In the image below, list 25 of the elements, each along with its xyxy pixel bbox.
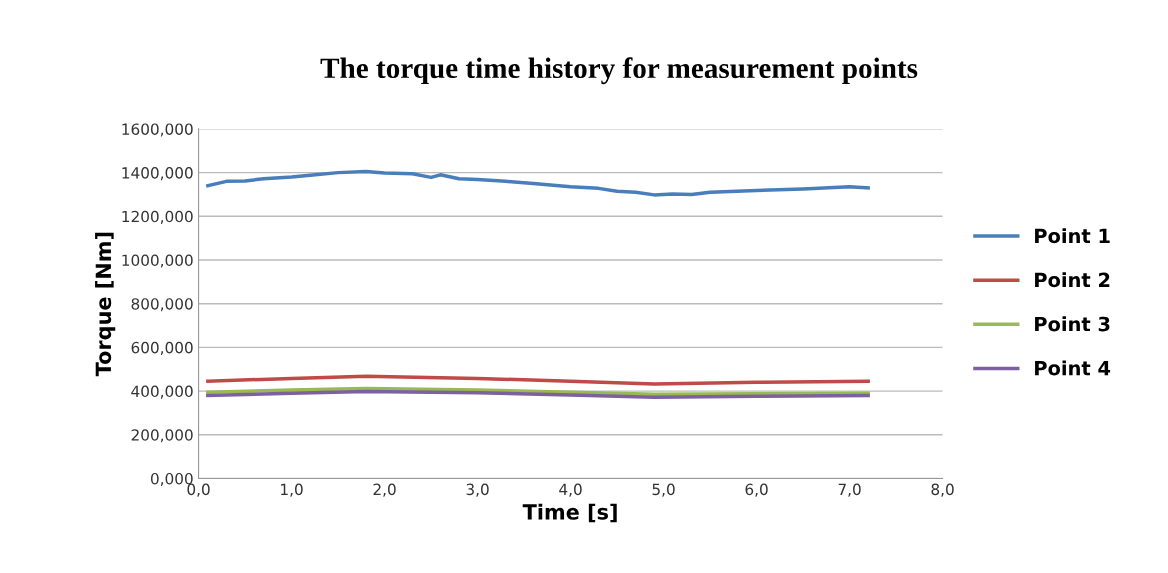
y-tick-label: 600,000	[131, 341, 193, 355]
line-series	[206, 169, 870, 197]
legend-label: Point 2	[1035, 272, 1110, 288]
x-tick-label: 6,0	[745, 483, 768, 497]
legend-label: Point 3	[1035, 316, 1110, 332]
line-series	[206, 374, 870, 386]
y-axis-title: Torque [Nm]	[95, 232, 116, 377]
y-tick-label: 1000,000	[122, 254, 193, 268]
x-tick-label: 7,0	[838, 483, 861, 497]
y-tick-label: 400,000	[131, 385, 193, 399]
x-tick-label: 1,0	[281, 483, 303, 497]
x-tick-label: 8,0	[931, 483, 954, 497]
y-tick-label: 200,000	[131, 429, 193, 443]
legend-label: Point 1	[1035, 228, 1110, 244]
chart-title: The torque time history for measurement points	[320, 57, 918, 85]
y-tick-label: 1600,000	[122, 123, 193, 137]
y-tick-label: 800,000	[131, 298, 193, 312]
y-tick-label: 1400,000	[122, 167, 193, 181]
x-axis-title: Time [s]	[522, 503, 617, 523]
legend-label: Point 4	[1035, 360, 1111, 376]
x-tick-label: 4,0	[559, 483, 582, 497]
x-tick-label: 2,0	[373, 483, 396, 497]
x-tick-label: 5,0	[652, 483, 675, 497]
y-tick-label: 1200,000	[122, 210, 193, 224]
x-tick-label: 3,0	[466, 483, 489, 497]
